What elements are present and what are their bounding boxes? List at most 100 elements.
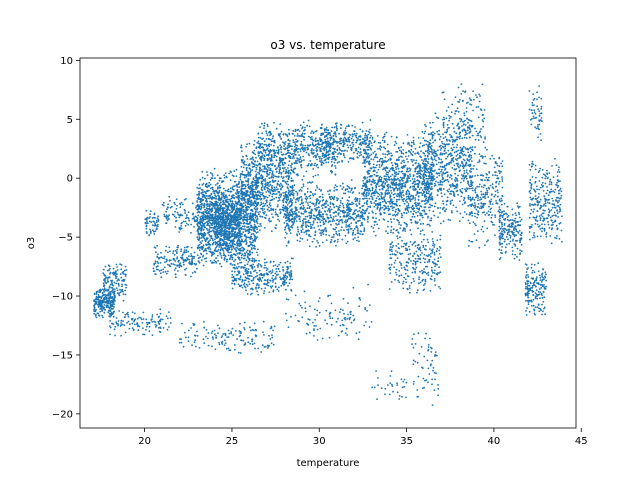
- data-point: [278, 286, 280, 289]
- data-point: [262, 170, 264, 173]
- data-point: [295, 148, 298, 151]
- data-point: [96, 303, 99, 306]
- data-point: [217, 216, 220, 219]
- data-point: [246, 213, 248, 216]
- data-point: [219, 262, 221, 265]
- data-point: [244, 254, 247, 257]
- data-point: [284, 201, 287, 203]
- data-point: [331, 156, 334, 159]
- data-point: [225, 230, 228, 232]
- data-point: [200, 192, 203, 195]
- data-point: [249, 196, 252, 199]
- data-point: [297, 230, 300, 233]
- data-point: [338, 220, 340, 223]
- data-point: [106, 269, 109, 272]
- data-point: [288, 217, 291, 220]
- data-point: [255, 286, 257, 289]
- data-point: [290, 168, 293, 171]
- data-point: [188, 262, 191, 265]
- data-point: [230, 251, 232, 254]
- data-point: [257, 211, 259, 214]
- data-point: [340, 229, 342, 231]
- data-point: [231, 188, 234, 191]
- data-point: [301, 186, 303, 189]
- data-point: [322, 221, 325, 224]
- data-point: [325, 126, 328, 129]
- data-point: [346, 240, 349, 243]
- data-point: [260, 155, 262, 158]
- data-point: [206, 218, 209, 220]
- data-point: [215, 334, 218, 337]
- data-point: [243, 285, 246, 288]
- data-point: [278, 199, 281, 202]
- data-point: [261, 216, 264, 218]
- data-point: [248, 142, 251, 145]
- data-point: [286, 271, 289, 273]
- data-point: [272, 174, 275, 177]
- data-point: [254, 191, 257, 194]
- data-point: [272, 260, 275, 263]
- data-point: [222, 214, 225, 217]
- data-point: [274, 180, 277, 182]
- data-point: [245, 163, 248, 166]
- data-point: [108, 312, 111, 315]
- data-point: [211, 174, 214, 177]
- data-point: [211, 213, 214, 216]
- data-point: [254, 347, 256, 350]
- data-point: [217, 248, 220, 251]
- data-point: [232, 196, 234, 199]
- data-point: [213, 204, 216, 207]
- data-point: [198, 246, 201, 249]
- data-point: [119, 273, 122, 275]
- data-point: [209, 259, 212, 262]
- data-point: [322, 230, 325, 233]
- data-point: [254, 275, 257, 278]
- data-point: [330, 170, 333, 172]
- data-point: [181, 203, 184, 206]
- data-point: [308, 163, 310, 165]
- data-point: [265, 191, 267, 193]
- data-point: [103, 279, 105, 281]
- data-point: [340, 226, 343, 229]
- data-point: [110, 314, 112, 317]
- data-point: [195, 205, 198, 207]
- data-point: [287, 241, 290, 244]
- data-point: [206, 203, 209, 206]
- data-point: [147, 222, 149, 225]
- data-point: [244, 342, 247, 345]
- data-point: [336, 185, 338, 188]
- data-point: [265, 214, 268, 217]
- data-point: [277, 218, 279, 221]
- data-point: [312, 151, 315, 154]
- data-point: [120, 276, 123, 279]
- data-point: [113, 303, 116, 305]
- data-point: [236, 247, 239, 250]
- data-point: [349, 191, 352, 193]
- data-point: [321, 207, 324, 210]
- data-point: [202, 235, 204, 238]
- data-point: [232, 246, 235, 248]
- data-point: [306, 215, 309, 218]
- data-point: [255, 226, 258, 229]
- data-point: [335, 222, 337, 225]
- data-point: [105, 306, 108, 309]
- data-point: [279, 136, 281, 138]
- data-point: [316, 186, 319, 189]
- data-point: [286, 224, 288, 227]
- data-point: [307, 202, 309, 204]
- data-point: [310, 149, 313, 152]
- data-point: [273, 198, 275, 200]
- data-point: [263, 212, 265, 215]
- data-point: [252, 181, 255, 184]
- data-point: [209, 213, 212, 216]
- data-point: [345, 224, 348, 226]
- data-point: [205, 227, 208, 230]
- data-point: [256, 274, 259, 277]
- data-point: [233, 204, 236, 206]
- data-point: [231, 256, 234, 259]
- data-point: [263, 290, 266, 292]
- data-point: [288, 132, 291, 135]
- data-point: [115, 287, 118, 289]
- data-point: [254, 153, 257, 156]
- data-point: [250, 272, 252, 275]
